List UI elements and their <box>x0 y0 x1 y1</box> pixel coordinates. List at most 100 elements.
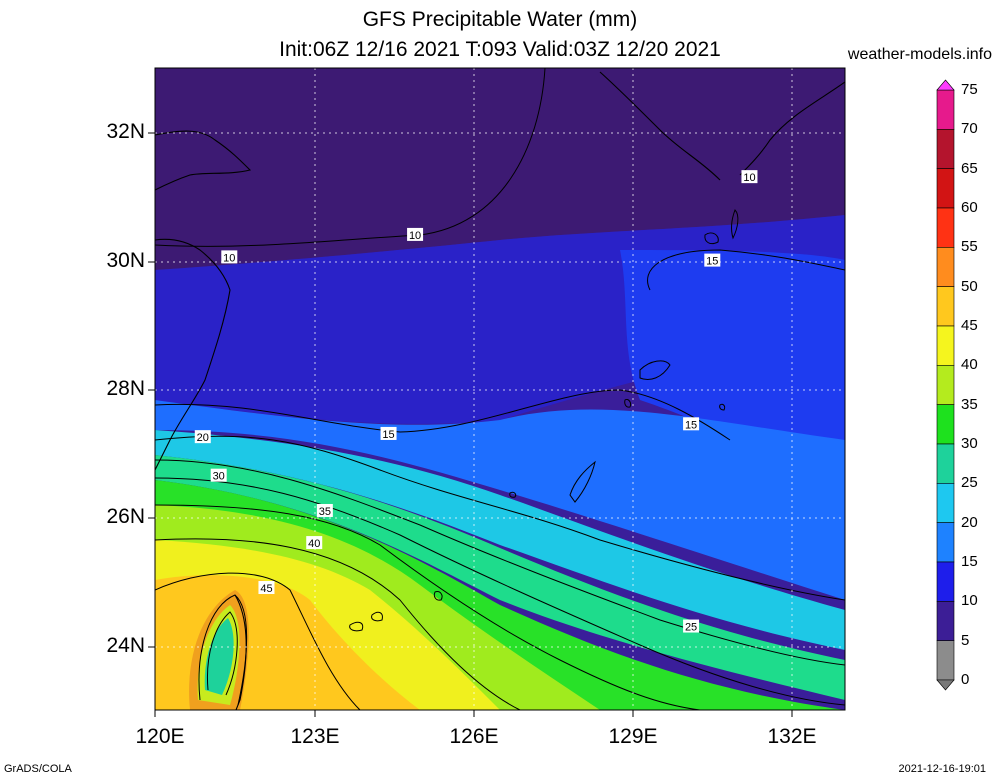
svg-text:45: 45 <box>260 583 272 595</box>
colorbar-swatch <box>936 89 955 130</box>
tanegashima-island <box>731 209 739 240</box>
daito-island <box>433 591 443 601</box>
islands <box>349 209 739 632</box>
svg-text:25: 25 <box>685 622 697 634</box>
colorbar-level-label: 50 <box>961 277 978 295</box>
map-frame <box>154 67 846 711</box>
small-island-b <box>719 403 726 411</box>
kyushu-coast <box>739 81 845 176</box>
colorbar-level-label: 10 <box>961 592 978 610</box>
footer-software: GrADS/COLA <box>4 763 72 775</box>
china-coast-north <box>155 130 252 191</box>
contour-label: 45 <box>258 581 275 595</box>
korea-japan-coast <box>599 71 721 181</box>
colorbar-swatch <box>936 601 955 641</box>
footer-timestamp: 2021-12-16-19:01 <box>898 763 986 775</box>
chart-subtitle: Init:06Z 12/16 2021 T:093 Valid:03Z 12/2… <box>0 38 1000 62</box>
contour-label: 10 <box>741 170 758 184</box>
colorbar-level-label: 5 <box>961 631 970 649</box>
china-coast-south <box>155 238 231 471</box>
colorbar-level-label: 60 <box>961 199 978 216</box>
init-valid-text: Init:06Z 12/16 2021 T:093 Valid:03Z 12/2… <box>279 38 721 61</box>
contour-15 <box>155 389 731 441</box>
amami-island <box>639 360 671 380</box>
contour-taiwan-b <box>206 611 238 696</box>
colorbar-swatch <box>936 365 955 405</box>
colorbar-level-label: 45 <box>961 317 978 334</box>
svg-text:40: 40 <box>308 538 320 550</box>
colorbar-swatch <box>936 443 955 484</box>
lon-label-126e: 126E <box>449 725 499 748</box>
contour-lines <box>155 68 845 710</box>
lat-label-24n: 24N <box>106 634 145 657</box>
contour-45 <box>155 572 361 710</box>
colorbar-min-arrow <box>936 679 955 691</box>
chart-title: GFS Precipitable Water (mm) <box>362 8 638 31</box>
colorbar-level-label: 75 <box>961 81 978 98</box>
colorbar-swatch <box>936 207 955 248</box>
svg-text:35: 35 <box>319 506 331 518</box>
colorbar-swatch <box>936 522 955 563</box>
taiwan-green-zone <box>204 618 234 695</box>
colorbar-level-label: 55 <box>961 238 978 256</box>
colorbar-level-label: 40 <box>961 356 978 374</box>
contour-40 <box>155 538 521 710</box>
pw-band-15-20 <box>155 400 845 600</box>
colorbar-level-label: 0 <box>961 671 970 688</box>
site-label[interactable]: weather-models.info <box>847 46 992 63</box>
contour-label: 40 <box>306 536 323 550</box>
lat-label-26n: 26N <box>106 505 145 528</box>
colorbar-swatch <box>936 483 955 523</box>
small-island-c <box>509 491 517 498</box>
irabu-island <box>371 611 383 622</box>
svg-text:20: 20 <box>197 432 209 444</box>
pw-band-20-25 <box>155 430 845 650</box>
colorbar-level-label: 15 <box>961 553 978 570</box>
lat-label-32n: 32N <box>106 120 145 143</box>
contour-label: 20 <box>194 430 211 444</box>
lon-label-129e: 129E <box>608 725 658 748</box>
pw-band-5-10 <box>155 68 845 270</box>
colorbar-level-label: 65 <box>961 159 978 177</box>
colorbar-swatch <box>936 168 955 209</box>
contour-label: 10 <box>407 227 424 242</box>
contour-label: 15 <box>683 417 700 431</box>
colorbar-swatch <box>936 561 955 602</box>
contour-35 <box>155 504 701 710</box>
colorbar <box>936 79 955 691</box>
contour-label: 30 <box>210 468 227 483</box>
lon-label-123e: 123E <box>290 725 340 748</box>
miyako-island <box>349 621 364 632</box>
contour-label: 15 <box>704 253 721 268</box>
colorbar-swatch <box>936 640 955 681</box>
svg-text:10: 10 <box>409 230 421 242</box>
contour-15-north <box>647 249 845 291</box>
pw-band-15-20-east <box>620 250 845 480</box>
colorbar-level-label: 35 <box>961 395 978 413</box>
axis-ticks <box>148 132 793 717</box>
contour-20 <box>155 435 845 601</box>
lat-label-30n: 30N <box>106 249 145 272</box>
colorbar-level-label: 30 <box>961 435 978 452</box>
colorbar-swatch <box>936 247 955 287</box>
contour-25 <box>155 459 845 666</box>
svg-text:15: 15 <box>706 256 718 268</box>
okinawa-island <box>569 460 596 503</box>
map-plot-area: 10 10 10 15 15 15 20 30 35 40 45 25 <box>155 68 845 710</box>
colorbar-level-label: 25 <box>961 474 978 492</box>
colorbar-swatch <box>936 404 955 445</box>
contour-label-layer: 10 10 10 15 15 15 20 30 35 40 45 25 <box>194 170 758 634</box>
lon-label-120e: 120E <box>135 725 185 748</box>
svg-text:10: 10 <box>223 252 235 264</box>
gridlines <box>155 68 845 710</box>
colorbar-max-arrow <box>936 79 955 91</box>
svg-text:30: 30 <box>213 471 225 483</box>
svg-text:10: 10 <box>743 172 755 184</box>
contour-label: 25 <box>683 619 700 634</box>
colorbar-level-label: 20 <box>961 513 978 531</box>
yakushima-island <box>704 232 719 245</box>
lon-label-132e: 132E <box>767 725 817 748</box>
colorbar-swatch <box>936 129 955 169</box>
lat-label-28n: 28N <box>106 377 145 400</box>
